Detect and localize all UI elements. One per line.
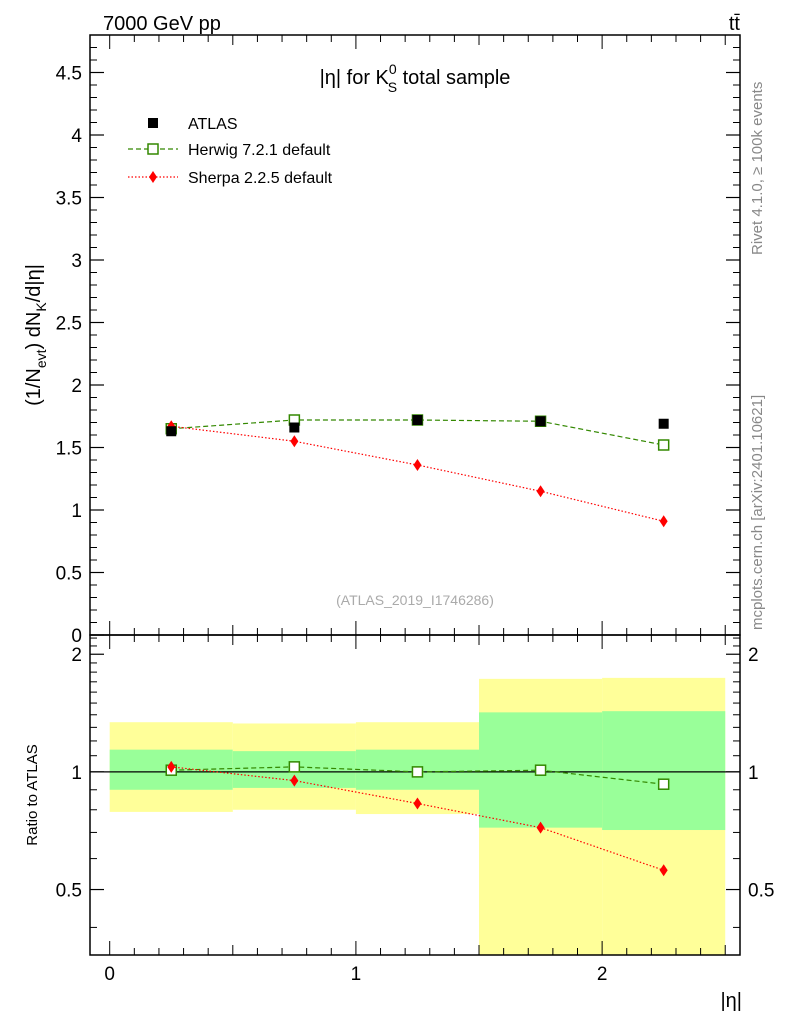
main-title-prefix: |η| for K	[320, 67, 390, 89]
main-ytick-label: 1	[71, 501, 82, 522]
atlas-series-point	[289, 422, 300, 433]
ratio-sherpa-series-point	[167, 760, 176, 773]
ratio-ylabel: Ratio to ATLAS	[24, 744, 41, 845]
main-ytick-label: 4.5	[56, 64, 82, 85]
ratio-sherpa-series-point	[290, 774, 299, 787]
main-panel: (ATLAS_2019_I1746286) |η| for K0 S total …	[23, 34, 741, 647]
atlas-series-point	[412, 415, 423, 425]
atlas-series-point	[535, 416, 546, 427]
sherpa-series-point	[659, 515, 668, 528]
herwig-series-point	[657, 439, 670, 451]
main-ytick-label: 2.5	[56, 314, 82, 335]
ratio-ytick-label-right: 1	[748, 763, 759, 784]
ratio-xtick-label: 1	[351, 964, 362, 985]
ratio-bands	[109, 677, 726, 955]
atlas-series-point	[166, 426, 177, 437]
ratio-frame	[89, 634, 741, 956]
main-ylabel-c: /d|η|	[23, 264, 45, 302]
sherpa-series-point	[413, 459, 422, 471]
main-ylabel-a: (1/N	[23, 368, 45, 406]
main-ticks: 0 0.5 1 1.5 2 2.5 3 3.5 4 4.5	[56, 34, 740, 647]
legend-herwig-label: Herwig 7.2.1 default	[188, 142, 331, 159]
main-ytick-label: 3.5	[56, 189, 82, 210]
main-series	[165, 414, 670, 528]
ratio-herwig-series-point	[288, 761, 301, 773]
ratio-ytick-label-left: 2	[71, 645, 82, 666]
ratio-sherpa-series-point	[536, 821, 545, 834]
ratio-xlabel: |η|	[720, 990, 742, 1012]
main-ylabel-sub2: K	[33, 302, 49, 312]
ratio-ticks: 0.5 0.5 1 1 2 2 0 1 2	[56, 635, 774, 985]
rivet-label: Rivet 4.1.0, ≥ 100k events	[749, 82, 766, 255]
main-ytick-label: 2	[71, 376, 82, 397]
main-title-suffix: total sample	[397, 67, 510, 89]
main-watermark: (ATLAS_2019_I1746286)	[336, 592, 494, 608]
main-ytick-label: 0.5	[56, 564, 82, 585]
main-title-superscript: 0	[389, 61, 397, 77]
ratio-herwig-series-point	[534, 764, 547, 776]
main-ytick-label: 3	[71, 251, 82, 272]
ratio-sherpa-series-point	[413, 797, 422, 810]
legend-atlas-label: ATLAS	[188, 116, 238, 133]
main-ytick-label: 4	[71, 126, 82, 147]
sherpa-series-point	[536, 485, 545, 498]
ratio-panel: 0.5 0.5 1 1 2 2 0 1 2 Ratio to ATLAS |η|	[24, 634, 774, 1012]
ratio-herwig-series-point	[657, 778, 670, 790]
main-ytick-label: 1.5	[56, 439, 82, 460]
energy-label: 7000 GeV pp	[103, 13, 221, 35]
main-ylabel-b: ) dN	[23, 312, 45, 350]
ratio-ytick-label-right: 0.5	[748, 881, 774, 902]
ratio-band-green	[602, 711, 726, 831]
ratio-herwig-series-line	[171, 766, 664, 785]
legend-atlas-marker	[148, 118, 158, 128]
main-ylabel: (1/Nevt) dNK/d|η|	[23, 264, 49, 406]
ratio-series	[165, 760, 670, 877]
ratio-ytick-label-left: 0.5	[56, 881, 82, 902]
ratio-xtick-label: 0	[104, 964, 115, 985]
legend-sherpa-label: Sherpa 2.2.5 default	[188, 170, 333, 187]
main-title-subscript: S	[388, 79, 397, 95]
herwig-series-line	[171, 419, 664, 446]
main-ytick-label: 0	[71, 626, 82, 647]
ratio-ytick-label-left: 1	[71, 763, 82, 784]
mcplots-label: mcplots.cern.ch [arXiv:2401.10621]	[749, 395, 766, 630]
main-ylabel-sub1: evt	[33, 349, 49, 368]
main-legend: ATLAS Herwig 7.2.1 default Sherpa 2.2.5 …	[128, 116, 333, 187]
legend-sherpa-marker	[149, 171, 157, 183]
process-label: tt̄	[729, 13, 741, 35]
ratio-xtick-label: 2	[597, 964, 608, 985]
main-title: |η| for K0 S total sample	[320, 61, 511, 95]
sherpa-series-line	[171, 425, 664, 522]
ratio-sherpa-series-point	[659, 864, 668, 877]
sherpa-series-point	[290, 435, 299, 448]
atlas-series-point	[658, 418, 669, 429]
legend-herwig-marker	[147, 143, 159, 155]
ratio-herwig-series-point	[411, 766, 424, 778]
ratio-ytick-label-right: 2	[748, 645, 759, 666]
